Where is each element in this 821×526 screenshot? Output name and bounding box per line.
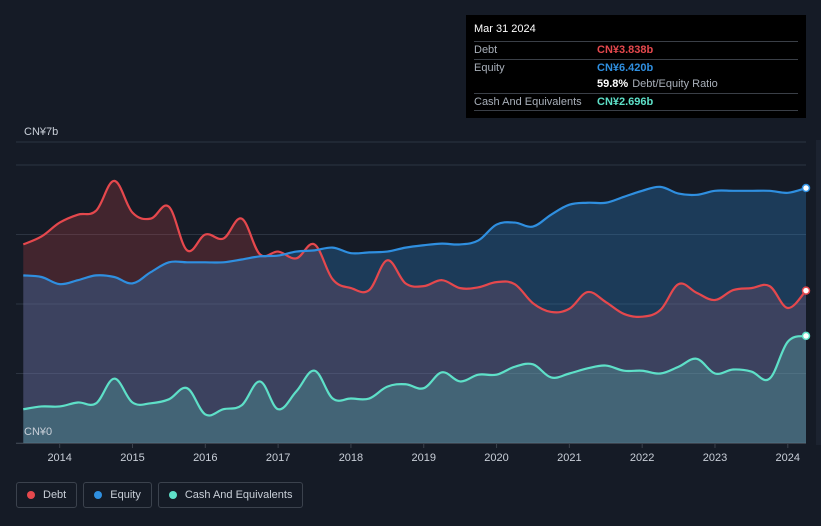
x-tick-label-2021: 2021 [557, 452, 581, 464]
legend-item-cash[interactable]: Cash And Equivalents [157, 482, 304, 508]
legend-cash-label: Cash And Equivalents [184, 489, 293, 501]
tooltip-equity-value: CN¥6.420b [597, 61, 654, 74]
debt-line [22, 179, 806, 319]
x-tick-label-2015: 2015 [120, 452, 144, 464]
tooltip-cash-label: Cash And Equivalents [474, 95, 582, 108]
x-tick-label-2016: 2016 [193, 452, 217, 464]
tooltip-ratio-label: Debt/Equity Ratio [632, 78, 718, 91]
axes: 2014 2015 2016 2017 2018 2019 2020 2021 2022 2023… [16, 443, 806, 464]
tooltip-debt-label: Debt [474, 44, 498, 57]
x-tick-label-2019: 2019 [411, 452, 435, 464]
tooltip-date: Mar 31 2024 [474, 23, 536, 35]
tooltip-equity-label: Equity [474, 61, 505, 74]
y-axis-bottom-label: CN¥0 [24, 426, 52, 438]
tooltip-row-equity: Equity CN¥6.420b [474, 58, 798, 77]
future-shade [816, 140, 821, 445]
series-layer [22, 179, 806, 443]
tooltip-row-cash: Cash And Equivalents CN¥2.696b [474, 92, 798, 111]
x-tick-label-2023: 2023 [703, 452, 727, 464]
equity-dot-icon [94, 491, 103, 499]
legend: Debt Equity Cash And Equivalents [16, 482, 304, 508]
equity-area [23, 186, 806, 443]
cash-dot-icon [168, 491, 177, 499]
end-markers [801, 183, 811, 341]
cash-end-marker [801, 331, 811, 341]
tooltip-cash-value: CN¥2.696b [597, 95, 654, 108]
debt-end-marker [801, 286, 811, 295]
tooltip-debt-value: CN¥3.838b [597, 44, 654, 57]
cash-area [23, 335, 806, 443]
x-tick-label-2014: 2014 [47, 452, 71, 464]
x-tick-label-2020: 2020 [484, 452, 508, 464]
equity-end-marker [801, 183, 811, 193]
legend-item-equity[interactable]: Equity [83, 482, 152, 508]
x-tick-label-2017: 2017 [266, 452, 290, 464]
tooltip-panel: Mar 31 2024 Debt CN¥3.838b Equity CN¥6.4… [466, 15, 806, 118]
tooltip-row-ratio: 59.8% Debt/Equity Ratio [474, 76, 798, 93]
cash-line [23, 334, 806, 417]
legend-equity-label: Equity [110, 489, 141, 501]
debt-dot-icon [27, 491, 35, 499]
debt-area [23, 180, 806, 443]
x-tick-label-2022: 2022 [630, 452, 654, 464]
x-tick-label-2018: 2018 [339, 452, 363, 464]
x-tick-label-2024: 2024 [776, 452, 800, 464]
tooltip-row-debt: Debt CN¥3.838b [474, 41, 798, 59]
equity-line [23, 185, 806, 286]
legend-item-debt[interactable]: Debt [16, 482, 78, 508]
legend-debt-label: Debt [43, 489, 67, 501]
tooltip-ratio-value: 59.8% [597, 78, 629, 91]
y-axis-top-label: CN¥7b [24, 126, 58, 138]
